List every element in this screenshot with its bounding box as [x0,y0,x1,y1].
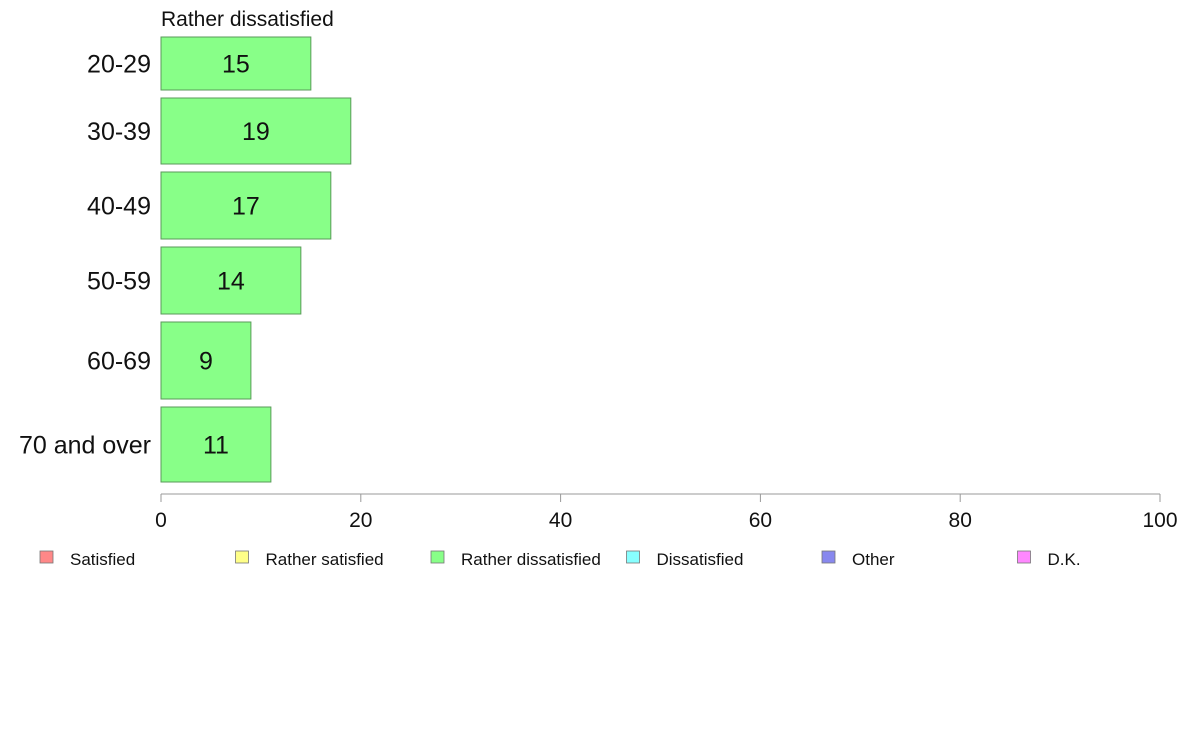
legend-swatch [821,550,836,564]
category-label: 60-69 [87,348,151,376]
bar [160,406,272,483]
x-axis: 0 20 40 60 80 100 [155,493,1178,532]
bar-value-label: 9 [199,348,213,376]
legend-swatch [430,550,445,564]
bar-group: 15 20-29 19 30-39 17 40-49 14 50-59 9 60-69 11 70 a… [19,36,352,483]
bar-value-label: 11 [203,432,229,460]
bar [160,321,252,400]
category-label: 20-29 [87,51,151,79]
legend: Satisfied Rather satisfied Rather dissatis… [39,550,1081,569]
x-tick-label: 20 [349,509,372,532]
x-tick-label: 100 [1142,509,1177,532]
legend-swatch [39,550,54,564]
legend-label: Other [852,550,895,569]
x-tick-label: 40 [549,509,572,532]
bar-value-label: 15 [222,51,250,79]
category-label: 50-59 [87,268,151,296]
legend-label: Rather satisfied [266,550,384,569]
x-tick-label: 60 [749,509,772,532]
category-label: 30-39 [87,118,151,146]
bar [160,246,302,315]
legend-label: Dissatisfied [657,550,744,569]
x-tick-label: 0 [155,509,167,532]
bar [160,97,352,165]
bar-value-label: 19 [242,118,270,146]
legend-swatch [235,550,249,564]
legend-swatch [1017,550,1031,564]
chart-title: Rather dissatisfied [161,8,334,31]
bar [160,36,312,91]
legend-swatch [626,550,640,564]
bar-value-label: 14 [217,268,245,296]
x-tick-label: 80 [949,509,972,532]
legend-label: Satisfied [70,550,135,569]
legend-label: D.K. [1048,550,1081,569]
bar [160,171,332,240]
category-label: 40-49 [87,193,151,221]
category-label: 70 and over [19,432,151,460]
bar-value-label: 17 [232,193,260,221]
legend-label: Rather dissatisfied [461,550,601,569]
